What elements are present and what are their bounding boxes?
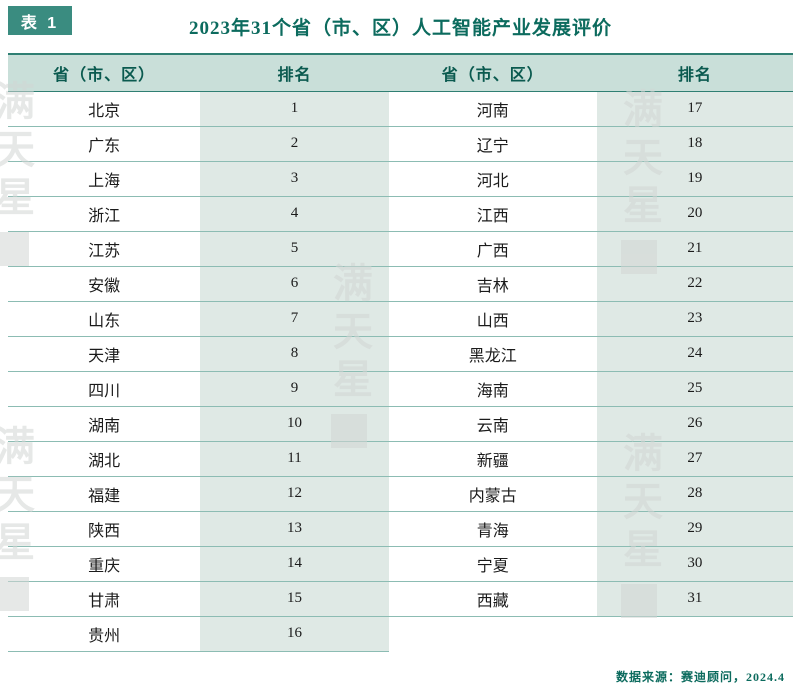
- table-row: 上海 3 河北 19: [8, 161, 793, 197]
- rank-cell: 17: [596, 91, 793, 127]
- province-cell: 四川: [8, 371, 201, 407]
- province-cell: 吉林: [388, 266, 597, 302]
- table-row: 广东 2 辽宁 18: [8, 126, 793, 162]
- rank-cell: 10: [200, 406, 389, 442]
- table-row: 安徽 6 吉林 22: [8, 266, 793, 302]
- province-cell: 西藏: [388, 581, 597, 617]
- table-row: 浙江 4 江西 20: [8, 196, 793, 232]
- province-cell: 上海: [8, 161, 201, 197]
- province-cell: 湖北: [8, 441, 201, 477]
- table-row: 福建 12 内蒙古 28: [8, 476, 793, 512]
- table-body: 北京 1 河南 17 广东 2 辽宁 18 上海 3 河北 19 浙江 4 江西 20 江苏 5 广西 21 安徽 6 吉林…: [8, 91, 793, 652]
- rank-cell: 1: [200, 91, 389, 127]
- province-cell: 北京: [8, 91, 201, 127]
- province-cell: 重庆: [8, 546, 201, 582]
- table-row: 山东 7 山西 23: [8, 301, 793, 337]
- table-row: 重庆 14 宁夏 30: [8, 546, 793, 582]
- province-cell: 湖南: [8, 406, 201, 442]
- province-cell: 黑龙江: [388, 336, 597, 372]
- table-row: 江苏 5 广西 21: [8, 231, 793, 267]
- column-header-province-right: 省（市、区）: [388, 53, 597, 92]
- rank-cell: 12: [200, 476, 389, 512]
- province-cell: 江西: [388, 196, 597, 232]
- rank-cell: 13: [200, 511, 389, 547]
- rank-cell: 5: [200, 231, 389, 267]
- rank-cell: 28: [596, 476, 793, 512]
- rank-cell: 26: [596, 406, 793, 442]
- header-row: 省（市、区） 排名 省（市、区） 排名: [8, 53, 793, 92]
- province-cell: 浙江: [8, 196, 201, 232]
- column-header-rank-right: 排名: [596, 53, 793, 92]
- column-header-province-left: 省（市、区）: [8, 53, 201, 92]
- province-cell: 甘肃: [8, 581, 201, 617]
- province-cell: 辽宁: [388, 126, 597, 162]
- rank-cell: 6: [200, 266, 389, 302]
- rank-cell: 22: [596, 266, 793, 302]
- rank-cell: 24: [596, 336, 793, 372]
- table-row: 陕西 13 青海 29: [8, 511, 793, 547]
- rank-cell: 7: [200, 301, 389, 337]
- province-cell: 新疆: [388, 441, 597, 477]
- rank-cell: 9: [200, 371, 389, 407]
- ranking-table: 省（市、区） 排名 省（市、区） 排名 北京 1 河南 17 广东 2 辽宁 18 上海 3 河北 1…: [8, 53, 793, 652]
- rank-cell: 3: [200, 161, 389, 197]
- province-cell: 安徽: [8, 266, 201, 302]
- rank-cell: 31: [596, 581, 793, 617]
- province-cell: 福建: [8, 476, 201, 512]
- province-cell: 山东: [8, 301, 201, 337]
- table-row: 贵州 16: [8, 616, 793, 652]
- province-cell: [389, 616, 597, 651]
- table-row: 天津 8 黑龙江 24: [8, 336, 793, 372]
- province-cell: 河南: [388, 91, 597, 127]
- header-bar: 表 1 2023年31个省（市、区）人工智能产业发展评价: [0, 0, 801, 48]
- rank-cell: 30: [596, 546, 793, 582]
- province-cell: 内蒙古: [388, 476, 597, 512]
- rank-cell: 18: [596, 126, 793, 162]
- rank-cell: 23: [596, 301, 793, 337]
- province-cell: 广西: [388, 231, 597, 267]
- table-header: 省（市、区） 排名 省（市、区） 排名: [8, 53, 793, 92]
- ranking-table-container: 省（市、区） 排名 省（市、区） 排名 北京 1 河南 17 广东 2 辽宁 18 上海 3 河北 1…: [8, 53, 793, 652]
- province-cell: 广东: [8, 126, 201, 162]
- table-row: 湖南 10 云南 26: [8, 406, 793, 442]
- province-cell: 河北: [388, 161, 597, 197]
- data-source: 数据来源：赛迪顾问，2024.4: [615, 670, 785, 684]
- rank-cell: 29: [596, 511, 793, 547]
- rank-cell: 14: [200, 546, 389, 582]
- rank-cell: 11: [200, 441, 389, 477]
- province-cell: 海南: [388, 371, 597, 407]
- rank-cell: 8: [200, 336, 389, 372]
- province-cell: 青海: [388, 511, 597, 547]
- table-row: 四川 9 海南 25: [8, 371, 793, 407]
- table-badge: 表 1: [8, 6, 72, 35]
- rank-cell: 4: [200, 196, 389, 232]
- rank-cell: 20: [596, 196, 793, 232]
- table-row: 湖北 11 新疆 27: [8, 441, 793, 477]
- table-row: 北京 1 河南 17: [8, 91, 793, 127]
- province-cell: 山西: [388, 301, 597, 337]
- rank-cell: 15: [200, 581, 389, 617]
- province-cell: 宁夏: [388, 546, 597, 582]
- rank-cell: 25: [596, 371, 793, 407]
- column-header-rank-left: 排名: [200, 53, 389, 92]
- table-row: 甘肃 15 西藏 31: [8, 581, 793, 617]
- province-cell: 江苏: [8, 231, 201, 267]
- rank-cell: 27: [596, 441, 793, 477]
- rank-cell: 21: [596, 231, 793, 267]
- rank-cell: 19: [596, 161, 793, 197]
- province-cell: 陕西: [8, 511, 201, 547]
- rank-cell: 2: [200, 126, 389, 162]
- page-title: 2023年31个省（市、区）人工智能产业发展评价: [188, 18, 612, 39]
- province-cell: 云南: [388, 406, 597, 442]
- province-cell: 贵州: [8, 616, 201, 652]
- rank-cell: [597, 616, 793, 651]
- rank-cell: 16: [200, 616, 389, 652]
- province-cell: 天津: [8, 336, 201, 372]
